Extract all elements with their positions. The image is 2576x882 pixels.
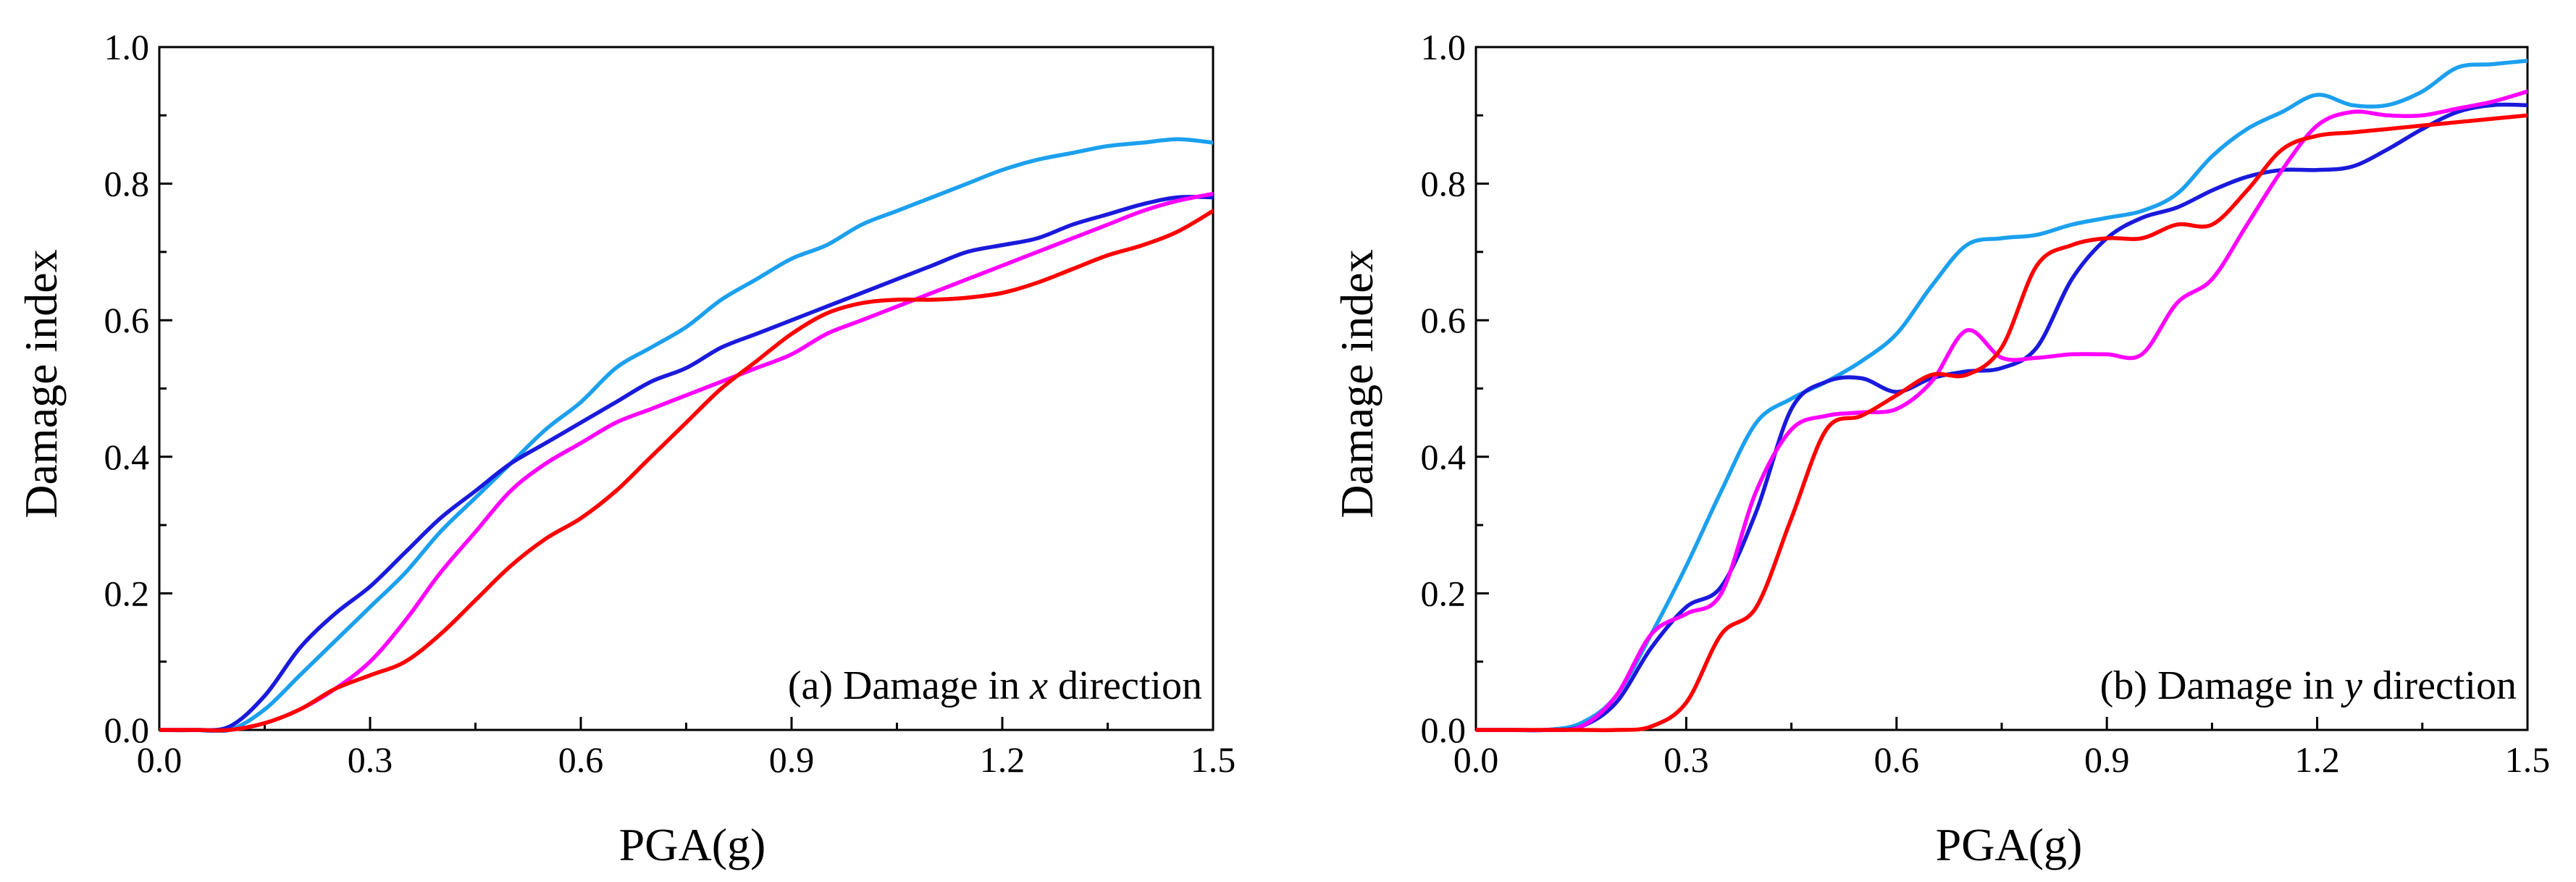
y-axis-title: Damage index — [15, 249, 67, 518]
x-tick-label: 0.0 — [1453, 739, 1499, 780]
panel-caption: (b) Damage in y direction — [2100, 663, 2517, 708]
y-tick-label: 0.2 — [1421, 573, 1467, 613]
x-tick-label: 0.0 — [137, 739, 182, 780]
x-tick-label: 0.6 — [1874, 739, 1920, 780]
series-line-red — [1476, 113, 2527, 733]
x-tick-label: 1.5 — [2505, 739, 2551, 780]
x-tick-label: 1.5 — [1191, 739, 1236, 780]
y-tick-label: 0.8 — [1421, 164, 1467, 204]
x-axis-title: PGA(g) — [1936, 819, 2083, 870]
x-tick-label: 1.2 — [980, 739, 1025, 780]
x-tick-label: 1.2 — [2294, 739, 2340, 780]
y-tick-label: 0.0 — [1421, 710, 1467, 750]
y-tick-label: 0.6 — [1421, 300, 1467, 340]
y-tick-label: 0.8 — [104, 164, 150, 204]
panel-caption: (a) Damage in x direction — [788, 663, 1202, 708]
y-tick-label: 1.0 — [104, 27, 150, 67]
series-line-blue — [1476, 102, 2527, 733]
y-tick-label: 0.2 — [104, 573, 150, 613]
x-tick-label: 0.9 — [2084, 739, 2130, 780]
y-tick-label: 0.4 — [104, 437, 150, 477]
plot-frame — [1474, 46, 2529, 731]
series-line-lightblue — [159, 137, 1213, 733]
y-tick-label: 1.0 — [1421, 27, 1467, 67]
y-tick-label: 0.6 — [104, 300, 150, 340]
y-tick-label: 0.0 — [104, 710, 150, 750]
x-tick-label: 0.6 — [558, 739, 604, 780]
y-axis-title: Damage index — [1331, 249, 1383, 518]
x-tick-label: 0.3 — [1664, 739, 1709, 780]
panel-b: Damage index PGA(g) (b) Damage in y dire… — [1331, 27, 2550, 870]
y-tick-label: 0.4 — [1421, 437, 1467, 477]
x-tick-label: 0.3 — [348, 739, 393, 780]
series-line-red — [159, 209, 1213, 733]
x-tick-label: 0.9 — [769, 739, 815, 780]
x-axis-title: PGA(g) — [619, 819, 766, 870]
series-line-magenta — [1476, 89, 2527, 733]
panel-a: Damage index PGA(g) (a) Damage in x dire… — [15, 27, 1235, 870]
series-line-blue — [159, 195, 1213, 733]
